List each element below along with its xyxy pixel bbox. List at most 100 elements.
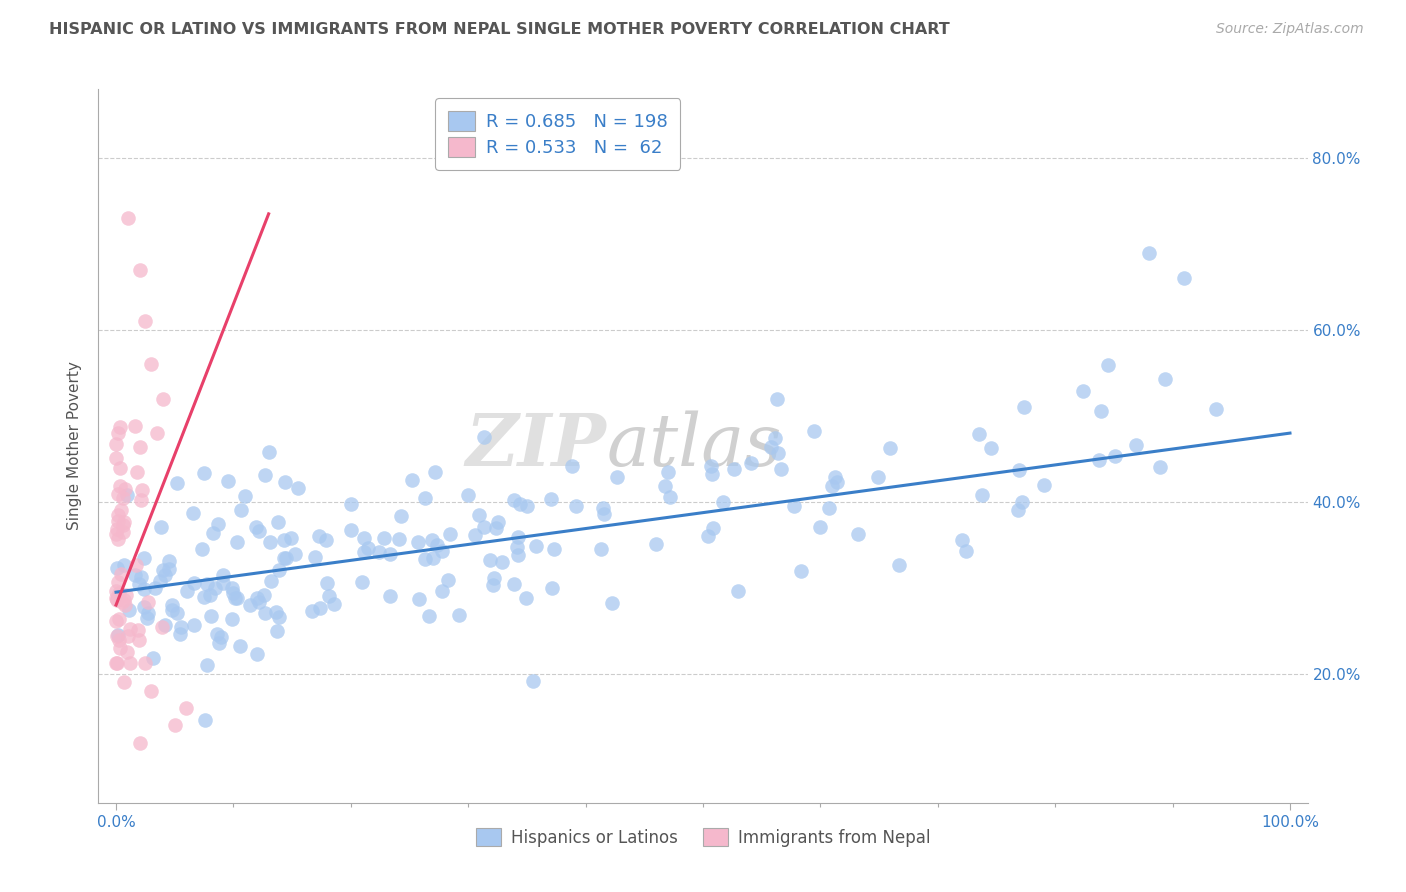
Point [132, 599, 155, 614]
Point [1088, 452, 1111, 467]
Point [155, 618, 177, 632]
Point [491, 555, 513, 569]
Point [654, 479, 676, 493]
Point [200, 609, 222, 624]
Point [169, 626, 191, 640]
Point [105, 629, 128, 643]
Point [308, 601, 330, 615]
Point [425, 466, 447, 480]
Point [105, 591, 128, 606]
Y-axis label: Single Mother Poverty: Single Mother Poverty [67, 361, 83, 531]
Point [761, 440, 783, 454]
Point [1173, 271, 1195, 285]
Point [107, 532, 129, 546]
Point [592, 501, 614, 516]
Point [233, 489, 256, 503]
Point [846, 527, 869, 541]
Text: Source: ZipAtlas.com: Source: ZipAtlas.com [1216, 22, 1364, 37]
Point [472, 429, 495, 443]
Point [353, 545, 375, 559]
Point [136, 595, 159, 609]
Point [193, 590, 215, 604]
Point [120, 622, 142, 636]
Point [457, 488, 479, 502]
Point [105, 657, 128, 671]
Point [247, 595, 270, 609]
Point [887, 558, 910, 572]
Point [408, 591, 430, 606]
Point [644, 537, 666, 551]
Point [264, 605, 287, 619]
Point [105, 583, 128, 598]
Point [1137, 245, 1160, 260]
Point [790, 564, 813, 578]
Point [245, 520, 267, 534]
Point [112, 515, 135, 529]
Point [166, 606, 188, 620]
Point [340, 497, 363, 511]
Point [112, 491, 135, 506]
Point [955, 544, 977, 558]
Point [138, 606, 160, 620]
Point [105, 592, 128, 607]
Point [221, 612, 243, 626]
Point [430, 544, 453, 558]
Point [770, 462, 793, 476]
Point [591, 542, 613, 557]
Point [105, 450, 128, 465]
Point [129, 570, 152, 584]
Point [131, 483, 153, 497]
Point [253, 607, 276, 621]
Point [105, 657, 128, 671]
Point [1090, 404, 1112, 418]
Point [110, 566, 132, 581]
Point [198, 588, 221, 602]
Point [1097, 358, 1119, 372]
Point [821, 478, 844, 492]
Point [1149, 459, 1171, 474]
Point [212, 575, 235, 590]
Point [430, 584, 453, 599]
Point [740, 456, 762, 470]
Point [152, 563, 174, 577]
Point [970, 488, 993, 502]
Point [697, 529, 720, 543]
Text: ZIP: ZIP [465, 410, 606, 482]
Point [274, 475, 297, 490]
Point [808, 519, 831, 533]
Point [105, 526, 128, 541]
Point [105, 560, 128, 574]
Point [170, 620, 193, 634]
Point [107, 586, 129, 600]
Point [231, 503, 253, 517]
Point [107, 628, 129, 642]
Point [304, 549, 326, 564]
Point [315, 533, 337, 548]
Point [259, 534, 281, 549]
Point [160, 598, 183, 612]
Point [1104, 449, 1126, 463]
Point [112, 675, 135, 690]
Point [700, 458, 723, 473]
Text: atlas: atlas [606, 410, 782, 482]
Point [509, 497, 531, 511]
Point [163, 718, 186, 732]
Point [207, 517, 229, 532]
Point [1032, 478, 1054, 492]
Point [143, 581, 166, 595]
Point [284, 548, 307, 562]
Point [183, 618, 205, 632]
Point [153, 568, 176, 582]
Point [657, 465, 679, 479]
Point [160, 602, 183, 616]
Point [128, 736, 150, 750]
Point [1011, 495, 1033, 509]
Point [1205, 401, 1227, 416]
Point [222, 585, 245, 599]
Point [301, 604, 323, 618]
Point [128, 577, 150, 591]
Point [221, 581, 243, 595]
Point [437, 573, 460, 587]
Point [522, 673, 544, 688]
Point [503, 492, 526, 507]
